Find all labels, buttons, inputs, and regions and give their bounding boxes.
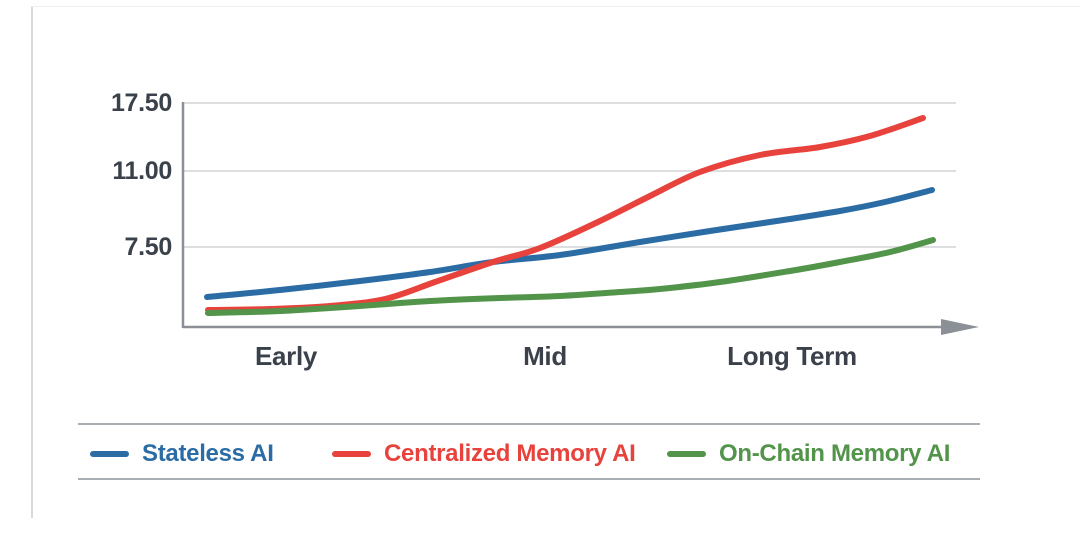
- x-category-label-long-term: Long Term: [727, 341, 857, 371]
- x-category-label-early: Early: [254, 341, 318, 371]
- legend-label: Stateless AI: [142, 440, 274, 467]
- x-category-label-mid: Mid: [523, 341, 567, 371]
- y-tick-label: 11.00: [112, 157, 172, 185]
- y-tick-label: 7.50: [124, 233, 173, 261]
- left-edge-rule: [31, 7, 33, 518]
- legend-swatch-icon: [667, 451, 706, 457]
- legend-label: On-Chain Memory AI: [719, 440, 951, 467]
- legend-item-centralized-memory-ai: Centralized Memory AI: [332, 438, 636, 470]
- series-line-on-chain-memory-ai: [205, 237, 936, 316]
- legend-swatch-icon: [332, 451, 371, 457]
- legend-item-stateless-ai: Stateless AI: [90, 438, 274, 470]
- legend-swatch-icon: [90, 451, 129, 457]
- legend-separator-bottom: [78, 478, 980, 480]
- series-line-stateless-ai: [204, 187, 935, 300]
- legend-separator-top: [78, 423, 980, 425]
- x-axis-arrow-icon: [941, 319, 979, 335]
- top-edge-rule: [31, 6, 1080, 7]
- legend-item-on-chain-memory-ai: On-Chain Memory AI: [667, 438, 950, 470]
- series-lines: [204, 115, 936, 316]
- y-tick-label: 17.50: [110, 89, 172, 117]
- legend-label: Centralized Memory AI: [384, 440, 636, 467]
